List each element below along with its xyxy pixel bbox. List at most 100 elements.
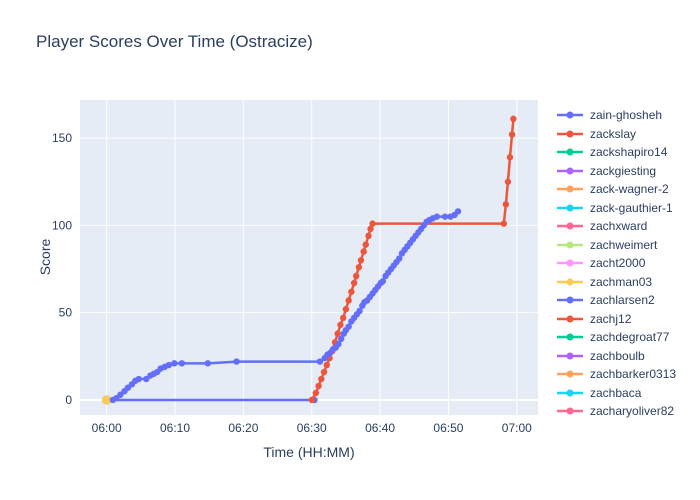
trace-marker-zackslay <box>352 272 360 280</box>
trace-marker-zachlarsen2 <box>135 375 142 383</box>
legend-label: zachweimert <box>590 237 658 252</box>
trace-marker-zachlarsen2 <box>441 213 449 220</box>
legend-swatch-icon <box>557 130 583 138</box>
legend-item-zachdegroat77[interactable]: zachdegroat77 <box>556 328 696 347</box>
legend-label: zachxward <box>590 219 648 234</box>
y-axis-title: Score <box>37 238 53 276</box>
x-tick-label: 06:00 <box>92 421 122 435</box>
trace-marker-zachlarsen2 <box>356 307 363 315</box>
legend-swatch-icon <box>557 352 583 360</box>
legend-label: zachj12 <box>590 311 632 326</box>
legend-item-zachboulb[interactable]: zachboulb <box>556 347 696 366</box>
trace-marker-zachlarsen2 <box>178 360 186 367</box>
legend-item-zain-ghosheh[interactable]: zain-ghosheh <box>556 106 696 125</box>
legend-label: zackgiesting <box>590 163 657 178</box>
trace-marker-zackslay <box>348 288 355 295</box>
trace-marker-zackslay <box>355 264 363 271</box>
trace-marker-zackslay <box>315 382 322 390</box>
trace-marker-zackslay <box>360 248 367 255</box>
legend-swatch-icon <box>557 241 583 249</box>
legend-swatch-icon <box>557 315 583 323</box>
legend-swatch-icon <box>557 222 583 230</box>
legend-item-zachlarsen2[interactable]: zachlarsen2 <box>556 291 696 310</box>
y-tick-label: 150 <box>52 131 72 145</box>
trace-marker-zackslay <box>367 225 374 233</box>
trace-marker-zackslay <box>502 201 510 208</box>
legend-swatch-icon <box>557 167 583 175</box>
trace-marker-zachlarsen2 <box>454 208 462 215</box>
trace-marker-zachlarsen2 <box>379 278 387 285</box>
legend-item-zacht2000[interactable]: zacht2000 <box>556 254 696 273</box>
trace-marker-zackslay <box>357 257 365 264</box>
x-axis-title: Time (HH:MM) <box>263 444 355 460</box>
legend-label: zachbaca <box>590 385 642 400</box>
trace-marker-zachlarsen2 <box>337 335 345 343</box>
x-tick-label: 06:40 <box>365 421 395 435</box>
legend-label: zacharyoliver82 <box>590 404 675 419</box>
legend-label: zack-gauthier-1 <box>590 200 673 215</box>
legend-swatch-icon <box>557 111 583 119</box>
trace-marker-zachman03 <box>102 395 112 405</box>
trace-marker-zachlarsen2 <box>233 358 240 365</box>
trace-marker-zackslay <box>500 220 508 227</box>
legend-swatch-icon <box>557 259 583 267</box>
legend-item-zachbaca[interactable]: zachbaca <box>556 384 696 403</box>
x-tick-label: 06:30 <box>297 421 327 435</box>
legend-item-zackslay[interactable]: zackslay <box>556 125 696 144</box>
trace-marker-zackslay <box>345 297 352 304</box>
legend-label: zachdegroat77 <box>590 330 670 345</box>
legend-item-zackshapiro14[interactable]: zackshapiro14 <box>556 143 696 162</box>
trace-marker-zackslay <box>339 314 347 322</box>
legend-item-zack-wagner-2[interactable]: zack-wagner-2 <box>556 180 696 199</box>
legend-label: zachbarker0313 <box>590 367 677 382</box>
legend-item-zacharyoliver82[interactable]: zacharyoliver82 <box>556 402 696 421</box>
trace-marker-zackslay <box>320 368 328 376</box>
trace-marker-zachlarsen2 <box>204 360 212 367</box>
trace-marker-zachlarsen2 <box>345 323 352 330</box>
trace-marker-zackslay <box>350 279 358 287</box>
trace-marker-zachlarsen2 <box>316 358 324 365</box>
x-tick-label: 06:10 <box>160 421 190 435</box>
trace-marker-zackslay <box>508 131 516 138</box>
legend-swatch-icon <box>557 333 583 341</box>
legend-label: zachboulb <box>590 348 645 363</box>
plot-area[interactable] <box>80 100 538 415</box>
legend-swatch-icon <box>557 278 583 286</box>
trace-marker-zackslay <box>510 115 517 123</box>
trace-marker-zackslay <box>362 241 369 248</box>
legend-label: zackslay <box>590 126 637 141</box>
legend-item-zachman03[interactable]: zachman03 <box>556 273 696 292</box>
trace-marker-zachlarsen2 <box>171 360 178 367</box>
trace-marker-zackslay <box>308 396 315 404</box>
legend-swatch-icon <box>557 370 583 378</box>
legend-item-zack-gauthier-1[interactable]: zack-gauthier-1 <box>556 199 696 218</box>
trace-marker-zackslay <box>323 361 330 369</box>
trace-marker-zackslay <box>369 220 376 227</box>
legend-swatch-icon <box>557 389 583 397</box>
x-tick-label: 07:00 <box>502 421 532 435</box>
legend-item-zackgiesting[interactable]: zackgiesting <box>556 162 696 181</box>
x-tick-label: 06:20 <box>228 421 258 435</box>
y-tick-label: 50 <box>59 306 73 320</box>
trace-marker-zackslay <box>312 389 320 397</box>
legend-swatch-icon <box>557 148 583 156</box>
legend-item-zachj12[interactable]: zachj12 <box>556 310 696 329</box>
trace-marker-zackslay <box>342 305 350 313</box>
trace-marker-zackslay <box>506 154 514 161</box>
trace-marker-zackslay <box>318 375 325 383</box>
legend-item-zachbarker0313[interactable]: zachbarker0313 <box>556 365 696 384</box>
legend-item-zachxward[interactable]: zachxward <box>556 217 696 236</box>
legend-swatch-icon <box>557 185 583 193</box>
legend-label: zachlarsen2 <box>590 293 655 308</box>
legend-label: zackshapiro14 <box>590 145 668 160</box>
trace-marker-zackslay <box>334 330 341 337</box>
trace-marker-zachlarsen2 <box>433 213 441 220</box>
legend-swatch-icon <box>557 296 583 304</box>
legend: zain-ghosheh zackslay zackshapiro14 zackgie… <box>556 106 696 421</box>
x-tick-label: 06:50 <box>433 421 463 435</box>
chart-title: Player Scores Over Time (Ostracize) <box>36 32 313 51</box>
legend-item-zachweimert[interactable]: zachweimert <box>556 236 696 255</box>
legend-label: zain-ghosheh <box>590 108 663 123</box>
